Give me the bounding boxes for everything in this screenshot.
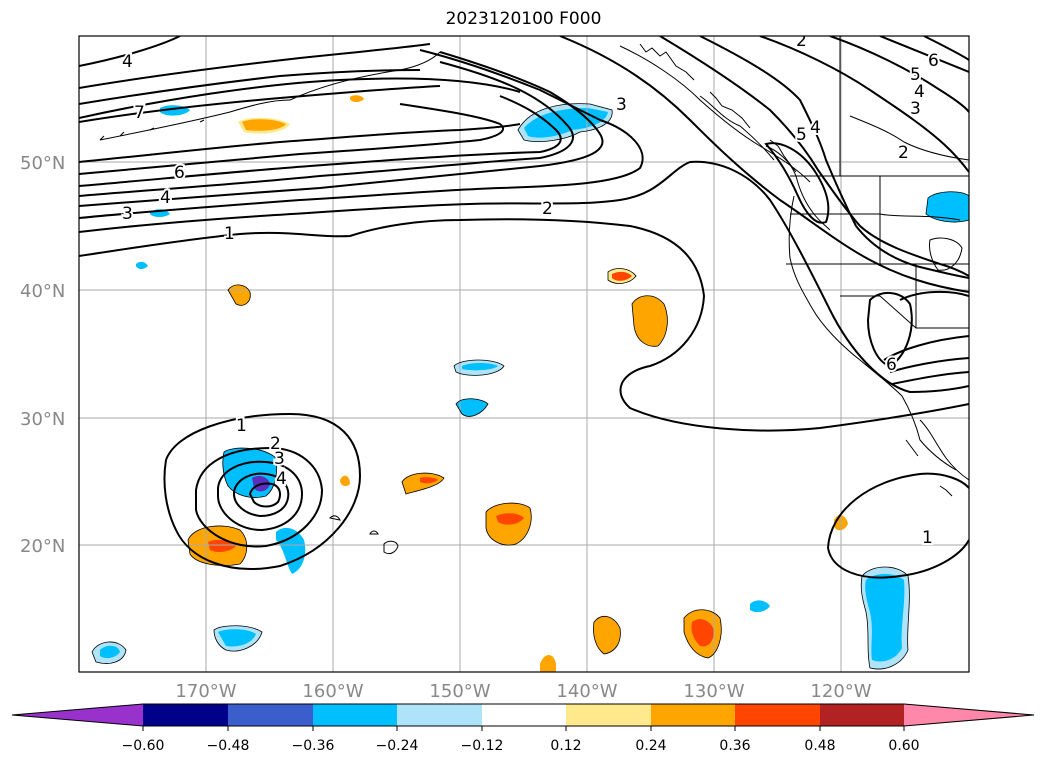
longitude-labels: 170°W 160°W 150°W 140°W 130°W 120°W: [175, 681, 871, 702]
contour-lines: [79, 36, 969, 579]
colorbar-swatch: [651, 704, 735, 726]
colorbar-label: −0.48: [207, 738, 250, 754]
contour-label: 3: [274, 449, 285, 469]
shaded-field: [92, 95, 969, 672]
contour-label: 4: [914, 82, 925, 102]
contour-label: 4: [276, 469, 287, 489]
contour-label: 7: [134, 103, 145, 123]
colorbar-label: −0.24: [376, 738, 419, 754]
contour-label: 4: [122, 52, 133, 72]
colorbar-swatch: [313, 704, 397, 726]
contour-label: 1: [236, 416, 247, 436]
contour-label: 2: [270, 434, 281, 454]
contour-label: 6: [174, 163, 185, 183]
colorbar-swatch: [735, 704, 820, 726]
colorbar-label: −0.12: [461, 738, 504, 754]
lon-label: 140°W: [556, 681, 617, 702]
colorbar-label: 0.36: [719, 738, 750, 754]
colorbar-swatch: [820, 704, 904, 726]
lon-label: 130°W: [683, 681, 744, 702]
contour-label: 5: [910, 65, 921, 85]
colorbar-label: 0.24: [635, 738, 666, 754]
colorbar-label: 0.48: [804, 738, 835, 754]
colorbar-swatch: [143, 704, 228, 726]
colorbar-swatch: [566, 704, 651, 726]
contour-label: 6: [928, 51, 939, 71]
graticule: [79, 36, 969, 672]
contour-label: 3: [122, 204, 133, 224]
colorbar-label: 0.12: [550, 738, 581, 754]
lat-label: 20°N: [20, 536, 65, 557]
map-frame: [78, 35, 970, 673]
lon-label: 150°W: [429, 681, 490, 702]
contour-label: 3: [616, 95, 627, 115]
contour-labels: 4 7 6 4 3 1 2 3 2 5 4 3 4 5 6 2 6 1 2 3 …: [120, 31, 941, 550]
colorbar-label: −0.60: [122, 738, 165, 754]
lat-label: 50°N: [20, 153, 65, 174]
colorbar-label: 0.60: [888, 738, 919, 754]
colorbar-extend-high: [904, 704, 1034, 726]
colorbar: −0.60 −0.48 −0.36 −0.24 −0.12 0.12 0.24 …: [11, 703, 1035, 754]
lon-label: 120°W: [810, 681, 871, 702]
contour-label: 1: [922, 528, 933, 548]
latitude-labels: 50°N 40°N 30°N 20°N: [20, 153, 65, 557]
lon-label: 160°W: [302, 681, 363, 702]
contour-label: 4: [160, 188, 171, 208]
colorbar-swatch: [228, 704, 313, 726]
lat-label: 30°N: [20, 409, 65, 430]
contour-label: 3: [910, 99, 921, 119]
colorbar-extend-low: [12, 704, 143, 726]
colorbar-label: −0.36: [292, 738, 335, 754]
colorbar-swatch: [397, 704, 482, 726]
lat-label: 40°N: [20, 281, 65, 302]
contour-label: 2: [898, 143, 909, 163]
colorbar-ticks: [142, 726, 905, 731]
colorbar-swatch: [482, 704, 566, 726]
lon-label: 170°W: [175, 681, 236, 702]
contour-label: 6: [886, 355, 897, 375]
map-title: 2023120100 F000: [445, 9, 602, 29]
shade-outlines: [91, 103, 969, 670]
contour-label: 5: [796, 125, 807, 145]
contour-label: 2: [542, 199, 553, 219]
contour-label: 4: [810, 118, 821, 138]
contour-label: 2: [796, 31, 807, 51]
contour-label: 1: [224, 224, 235, 244]
